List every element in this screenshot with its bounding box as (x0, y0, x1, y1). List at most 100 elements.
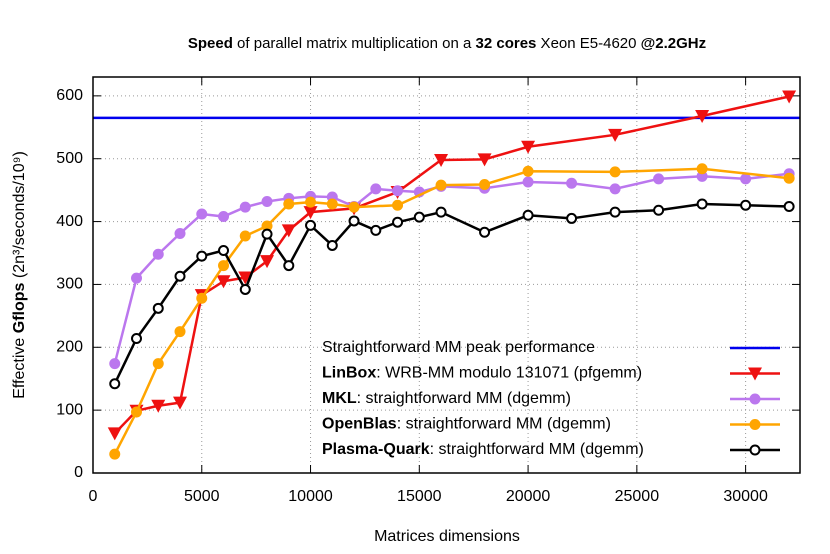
series-line (113, 95, 790, 435)
text-part: Effective (11, 333, 28, 399)
marker (218, 260, 230, 272)
marker (216, 275, 231, 289)
marker (218, 211, 230, 223)
x-tick-label: 15000 (397, 488, 442, 505)
marker (109, 378, 121, 390)
marker (174, 228, 186, 240)
legend-label: LinBox: WRB-MM modulo 131071 (pfgemm) (322, 365, 642, 382)
y-tick-label: 100 (56, 401, 83, 418)
marker (152, 358, 164, 370)
marker (152, 302, 164, 314)
legend-label: Straightforward MM peak performance (322, 339, 595, 356)
text-part: (2n³/seconds/10⁹) (11, 151, 28, 282)
legend-marker (749, 419, 761, 430)
marker (434, 153, 449, 167)
marker (479, 226, 491, 238)
y-tick-label: 400 (56, 213, 83, 230)
marker (305, 219, 317, 231)
text-part: Speed (188, 35, 233, 52)
x-tick-label: 20000 (506, 488, 551, 505)
marker (261, 195, 273, 207)
marker (782, 90, 797, 104)
text-part: of parallel matrix multiplication on a (233, 35, 476, 52)
x-tick-label: 30000 (723, 488, 768, 505)
y-tick-label: 0 (74, 464, 83, 481)
marker (696, 163, 708, 175)
marker (522, 209, 534, 221)
x-tick-label: 5000 (184, 488, 220, 505)
marker (653, 173, 665, 185)
marker (522, 165, 534, 177)
x-axis-label: Matrices dimensions (374, 528, 520, 545)
marker (566, 212, 578, 224)
y-axis-label: Effective Gflops (2n³/seconds/10⁹) (11, 151, 28, 399)
x-tick-label: 10000 (288, 488, 333, 505)
marker (109, 358, 121, 370)
legend-label: Plasma-Quark: straightforward MM (dgemm) (322, 441, 644, 458)
marker (348, 201, 360, 213)
marker (239, 201, 251, 213)
y-tick-label: 300 (56, 276, 83, 293)
marker (152, 248, 164, 260)
marker (477, 153, 492, 167)
marker (107, 427, 122, 441)
marker (173, 396, 188, 410)
marker (609, 183, 621, 195)
marker (609, 206, 621, 218)
legend-label: OpenBlas: straightforward MM (dgemm) (322, 416, 611, 433)
text-part: 32 cores (476, 35, 537, 52)
legend-label: MKL: straightforward MM (dgemm) (322, 390, 571, 407)
marker (696, 198, 708, 210)
x-tick-label: 25000 (615, 488, 660, 505)
legend-marker (748, 367, 762, 381)
x-tick-label: 0 (89, 488, 98, 505)
marker (196, 208, 208, 220)
marker (566, 177, 578, 189)
marker (783, 172, 795, 184)
marker (109, 448, 121, 460)
text-part: Xeon E5-4620 (536, 35, 640, 52)
marker (435, 179, 447, 191)
marker (740, 199, 752, 211)
marker (479, 178, 491, 190)
marker (281, 224, 296, 238)
marker (305, 196, 317, 208)
marker (196, 292, 208, 304)
marker (261, 228, 273, 240)
marker (740, 173, 752, 185)
chart-title: Speed of parallel matrix multiplication … (188, 35, 706, 52)
marker (238, 271, 253, 285)
marker (131, 332, 143, 344)
marker (283, 198, 295, 210)
marker (218, 244, 230, 256)
marker (609, 166, 621, 178)
marker (392, 185, 404, 197)
y-tick-label: 600 (56, 87, 83, 104)
legend-marker (749, 393, 761, 405)
marker (303, 206, 318, 220)
text-part: @2.2GHz (641, 35, 706, 52)
marker (370, 183, 382, 195)
marker (131, 272, 143, 284)
marker (348, 215, 360, 227)
y-tick-label: 200 (56, 339, 83, 356)
marker (608, 128, 623, 142)
legend-marker (749, 444, 761, 456)
marker (260, 255, 275, 269)
marker (370, 224, 382, 236)
marker (695, 109, 710, 123)
marker (653, 204, 665, 216)
marker (326, 239, 338, 251)
marker (283, 260, 295, 272)
marker (196, 250, 208, 262)
marker (522, 176, 534, 188)
text-part: Gflops (11, 282, 28, 333)
marker (239, 283, 251, 295)
marker (239, 230, 251, 242)
marker (435, 206, 447, 218)
marker (413, 211, 425, 223)
marker (392, 199, 404, 211)
marker (783, 200, 795, 212)
